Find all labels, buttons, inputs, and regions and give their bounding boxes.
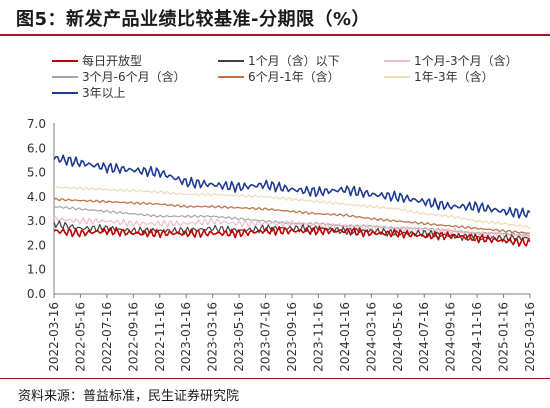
y-tick-label: 1.0 xyxy=(27,263,46,277)
legend-label-0: 每日开放型 xyxy=(82,53,142,68)
x-tick-label: 2024-05-16 xyxy=(391,302,405,372)
x-tick-label: 2022-03-16 xyxy=(47,302,61,372)
x-tick-label: 2023-09-16 xyxy=(285,302,299,372)
source-bar: 资料来源：普益标准，民生证券研究院 xyxy=(0,378,550,408)
y-tick-label: 5.0 xyxy=(27,166,46,180)
x-tick-label: 2024-07-16 xyxy=(417,302,431,372)
y-tick-label: 4.0 xyxy=(27,190,46,204)
y-tick-label: 7.0 xyxy=(27,117,46,131)
series-line-0 xyxy=(53,225,531,247)
series-line-2 xyxy=(53,216,531,240)
x-tick-label: 2023-01-16 xyxy=(179,302,193,372)
series-line-5 xyxy=(53,186,531,230)
x-tick-label: 2023-05-16 xyxy=(232,302,246,372)
x-tick-label: 2022-05-16 xyxy=(73,302,87,372)
x-tick-label: 2023-07-16 xyxy=(259,302,273,372)
legend-label-1: 1个月（含）以下 xyxy=(248,53,340,68)
y-tick-label: 6.0 xyxy=(27,141,46,155)
legend-label-4: 6个月-1年（含） xyxy=(248,69,340,84)
x-tick-label: 2023-11-16 xyxy=(311,302,325,372)
x-tick-label: 2022-11-16 xyxy=(153,302,167,372)
legend-label-3: 3个月-6个月（含） xyxy=(82,69,186,84)
x-tick-label: 2022-07-16 xyxy=(100,302,114,372)
source-note: 资料来源：普益标准，民生证券研究院 xyxy=(18,389,240,404)
series-line-3 xyxy=(53,205,531,237)
x-tick-label: 2022-09-16 xyxy=(126,302,140,372)
chart: 每日开放型 1个月（含）以下 1个月-3个月（含） 3个月-6个月（含） 6个月-1年（… xyxy=(27,53,537,372)
x-tick-label: 2024-03-16 xyxy=(364,302,378,372)
x-tick-label: 2024-11-16 xyxy=(470,302,484,372)
chart-axes: 0.0 1.0 2.0 3.0 4.0 5.0 6.0 7.0 2022-03-16 2022-0… xyxy=(27,117,537,372)
series-line-6 xyxy=(53,154,531,219)
x-tick-label: 2023-03-16 xyxy=(206,302,220,372)
x-tick-label: 2024-09-16 xyxy=(444,302,458,372)
chart-lines xyxy=(53,154,531,247)
legend-label-6: 3年以上 xyxy=(82,86,126,100)
title-bar: 图5：新发产品业绩比较基准-分期限（%） xyxy=(0,0,550,36)
chart-title: 图5：新发产品业绩比较基准-分期限（%） xyxy=(16,9,371,30)
y-tick-label: 0.0 xyxy=(27,287,46,301)
y-tick-label: 3.0 xyxy=(27,214,46,228)
chart-legend: 每日开放型 1个月（含）以下 1个月-3个月（含） 3个月-6个月（含） 6个月-1年（… xyxy=(52,53,518,100)
legend-label-2: 1个月-3个月（含） xyxy=(414,53,518,68)
y-tick-label: 2.0 xyxy=(27,238,46,252)
series-line-4 xyxy=(53,197,531,234)
x-tick-label: 2025-03-16 xyxy=(523,302,537,372)
x-tick-label: 2025-01-16 xyxy=(497,302,511,372)
x-tick-label: 2024-01-16 xyxy=(338,302,352,372)
legend-label-5: 1年-3年（含） xyxy=(414,69,494,84)
